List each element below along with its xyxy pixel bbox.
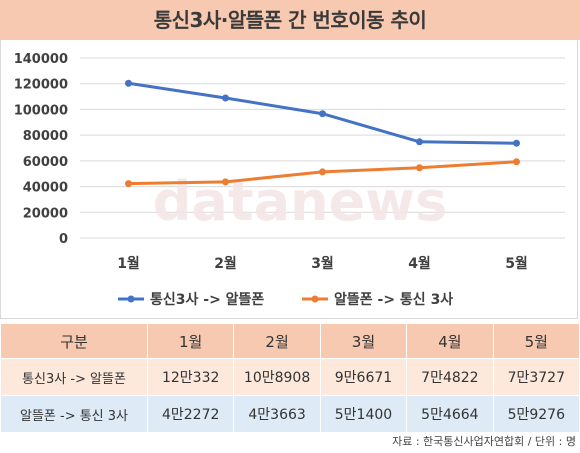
chart-frame [0,40,578,319]
legend: 통신3사 -> 알뜰폰 알뜰폰 -> 통신 3사 [118,292,453,308]
y-tick-label: 80000 [23,129,68,144]
gridlines [80,57,565,239]
y-tick-label: 20000 [23,206,68,221]
table-header-cell: 4월 [406,323,494,359]
y-tick-label: 120000 [14,78,68,93]
table-row-label: 통신3사 -> 알뜰폰 [0,358,148,396]
table-cell: 5만9276 [492,395,580,433]
table-header-cell: 3월 [319,323,408,359]
legend-marker [127,295,135,303]
legend-label: 알뜰폰 -> 통신 3사 [334,292,453,308]
x-tick-label: 4월 [408,255,431,272]
y-tick-label: 40000 [23,181,68,196]
data-point [416,138,423,146]
table-header-cell: 구분 [0,323,148,359]
table-cell: 5만1400 [319,395,408,433]
data-point [513,158,520,166]
x-tick-label: 1월 [117,255,140,272]
data-point [125,180,132,188]
table-cell: 5만4664 [406,395,494,433]
table-cell: 4만3663 [233,395,321,433]
series-lines [125,79,520,188]
y-tick-label: 60000 [23,155,68,170]
watermark: datanews [153,170,447,233]
table-header-cell: 5월 [492,323,580,359]
line-chart: datanews 0 20000 40000 60000 80000 100000 1200… [14,52,565,308]
table-row-label: 알뜰폰 -> 통신 3사 [0,395,148,433]
x-tick-label: 2월 [214,255,237,272]
table-cell: 4만2272 [146,395,235,433]
source-note: 자료 : 한국통신사업자연합회 / 단위 : 명 [392,435,576,448]
table-cell: 7만4822 [406,358,494,396]
x-tick-label: 3월 [311,255,334,272]
y-tick-label: 0 [59,232,68,247]
table-cell: 7만3727 [492,358,580,396]
data-point [125,79,132,87]
data-point [319,110,326,118]
data-table: 구분 1월 2월 3월 4월 5월 통신3사 -> 알뜰폰 12만332 10만… [0,323,580,433]
legend-marker [311,295,319,303]
data-point [222,178,229,186]
table-row: 알뜰폰 -> 통신 3사 4만2272 4만3663 5만1400 5만4664… [0,395,580,433]
x-tick-label: 5월 [505,255,528,272]
table-row: 통신3사 -> 알뜰폰 12만332 10만8908 9만6671 7만4822… [0,358,580,396]
legend-item: 통신3사 -> 알뜰폰 [118,292,264,308]
y-tick-label: 100000 [14,103,68,118]
x-axis: 1월 2월 3월 4월 5월 [117,255,528,272]
data-point [319,168,326,176]
legend-item: 알뜰폰 -> 통신 3사 [302,292,453,308]
table-header-row: 구분 1월 2월 3월 4월 5월 [0,323,580,359]
table-cell: 9만6671 [319,358,408,396]
data-point [222,94,229,102]
legend-label: 통신3사 -> 알뜰폰 [150,292,264,308]
chart-title: 통신3사·알뜰폰 간 번호이동 추이 [0,0,580,40]
table-header-cell: 2월 [233,323,321,359]
data-point [513,139,520,147]
y-tick-label: 140000 [14,52,68,67]
table-header-cell: 1월 [146,323,235,359]
table-cell: 10만8908 [233,358,321,396]
y-axis: 0 20000 40000 60000 80000 100000 120000 140000 [14,52,68,247]
data-point [416,164,423,172]
table-cell: 12만332 [146,358,235,396]
